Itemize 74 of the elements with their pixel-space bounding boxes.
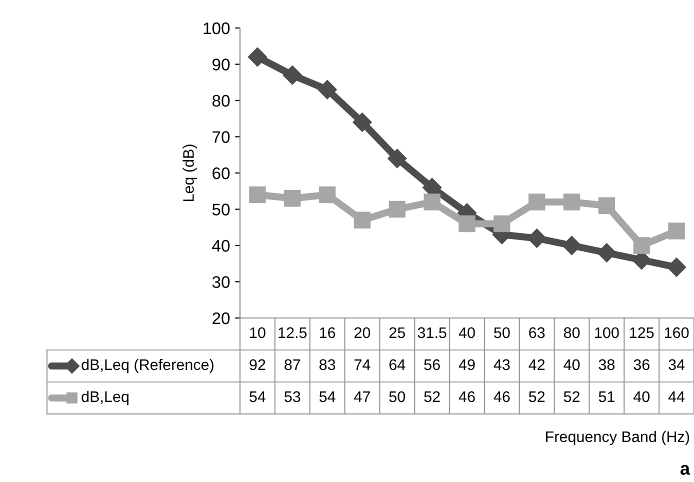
point xyxy=(284,190,301,207)
y-tick-label: 20 xyxy=(212,312,230,324)
point xyxy=(563,194,580,210)
data-label: 54 xyxy=(250,391,266,402)
legend-label: dB,Leq (Reference) xyxy=(82,358,214,374)
point xyxy=(249,186,266,204)
y-tick-label: 50 xyxy=(212,204,230,216)
x-tick-label: 160 xyxy=(664,327,689,338)
x-tick-label: 10 xyxy=(250,327,266,338)
point xyxy=(318,80,337,100)
x-tick-label: 40 xyxy=(458,327,475,338)
y-axis-title: Leq (dB) xyxy=(182,144,197,202)
x-tick-label: 16 xyxy=(320,327,336,338)
data-label: 74 xyxy=(354,359,370,370)
data-label: 54 xyxy=(319,391,336,402)
data-label: 50 xyxy=(389,391,406,402)
data-label: 92 xyxy=(250,359,266,370)
y-tick-label: 100 xyxy=(204,22,230,34)
text: a xyxy=(680,464,690,475)
y-tick-label: 80 xyxy=(212,94,230,107)
data-label: 52 xyxy=(528,391,545,402)
point xyxy=(633,237,650,254)
point xyxy=(424,194,440,210)
point xyxy=(668,222,685,240)
data-label: 64 xyxy=(389,359,406,370)
legend-label: dB,Leq xyxy=(82,390,128,406)
data-label: 49 xyxy=(458,359,475,370)
data-label: 52 xyxy=(564,391,580,402)
x-tick-label: 50 xyxy=(494,327,510,338)
y-tick-label: 70 xyxy=(212,131,230,143)
x-tick-label: 25 xyxy=(389,327,406,338)
data-label: 34 xyxy=(668,359,685,370)
x-tick-label: 12.5 xyxy=(278,327,307,338)
point xyxy=(458,215,476,232)
data-label: 42 xyxy=(528,359,545,370)
x-tick-label: 100 xyxy=(595,327,619,338)
point xyxy=(667,258,686,277)
y-tick-label: 40 xyxy=(212,240,230,252)
y-tick-label: 30 xyxy=(212,276,230,288)
point xyxy=(562,236,582,256)
text: Frequency Band (Hz) xyxy=(546,430,690,446)
data-label: 56 xyxy=(424,359,440,370)
point xyxy=(318,186,336,204)
y-tick-label: 90 xyxy=(212,58,230,70)
data-label: 51 xyxy=(598,391,614,402)
data-label: 46 xyxy=(458,391,475,402)
point xyxy=(598,197,616,214)
data-label: 38 xyxy=(598,359,615,370)
data-label: 47 xyxy=(354,391,370,402)
data-label: 40 xyxy=(564,359,580,370)
x-tick-label: 80 xyxy=(564,327,580,338)
data-label: 53 xyxy=(284,391,300,402)
point xyxy=(352,112,372,132)
point xyxy=(282,66,302,85)
point xyxy=(388,148,407,168)
y-tick-label: 60 xyxy=(212,167,230,180)
data-label: 44 xyxy=(668,391,685,402)
data-label: 87 xyxy=(284,359,300,370)
x-tick-label: 20 xyxy=(354,327,370,338)
x-tick-label: 63 xyxy=(529,327,545,338)
data-label: 43 xyxy=(494,359,510,370)
point xyxy=(494,215,510,232)
point xyxy=(528,194,546,210)
data-label: 40 xyxy=(633,391,650,402)
data-label: 83 xyxy=(319,359,336,370)
point xyxy=(388,200,406,218)
point xyxy=(597,243,616,262)
data-label: 36 xyxy=(634,359,650,370)
point xyxy=(354,212,371,228)
x-tick-label: 125 xyxy=(630,327,654,338)
x-tick-label: 31.5 xyxy=(418,327,446,338)
data-label: 46 xyxy=(494,391,510,402)
point xyxy=(248,47,267,67)
data-label: 52 xyxy=(424,391,440,402)
